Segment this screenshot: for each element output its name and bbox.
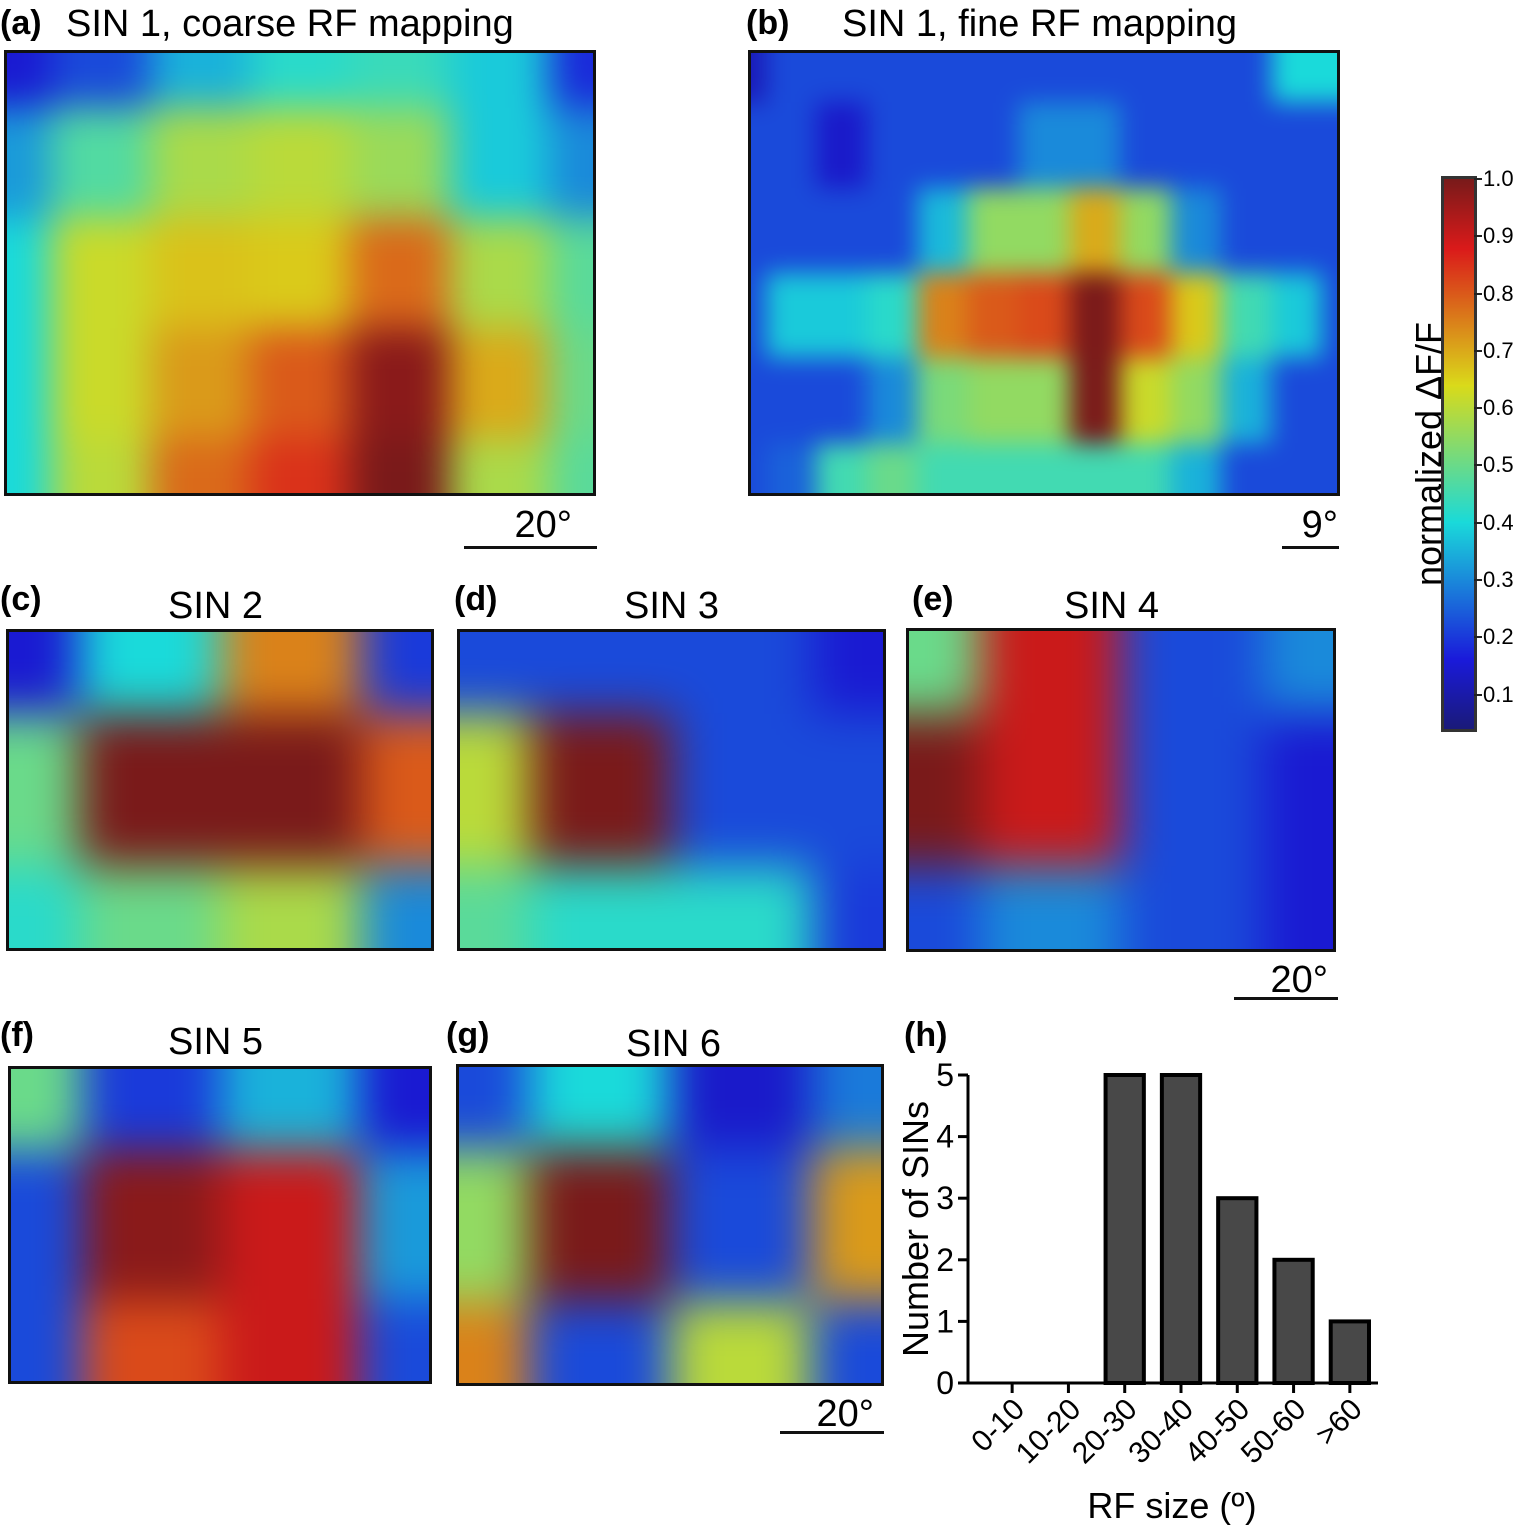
y-tick-label: 2 [936,1242,954,1278]
panel-letter-h: (h) [904,1016,948,1054]
scale-bar-b [1282,546,1339,549]
scale-label-a: 20° [514,504,572,546]
colorbar-tick-mark [1474,292,1482,295]
colorbar-tick-mark [1474,521,1482,524]
colorbar-tick-label: 0.7 [1483,337,1514,363]
panel-title-e: SIN 4 [1064,585,1160,627]
scale-bar-g [780,1431,884,1434]
scale-bar-e [1234,997,1338,1000]
panel-letter-e: (e) [912,580,954,618]
colorbar-tick-label: 0.9 [1483,223,1514,249]
colorbar-label: normalized ΔF/F [1408,321,1449,587]
x-tick-label: 50-60 [1235,1393,1313,1471]
colorbar-tick-mark [1474,693,1482,696]
heatmap-sin2 [6,629,434,951]
x-tick-label: >60 [1309,1393,1368,1452]
panel-title-b: SIN 1, fine RF mapping [842,3,1237,45]
colorbar-tick-mark [1474,407,1482,410]
heatmap-sin1-coarse [4,50,596,496]
scale-label-g: 20° [816,1393,874,1435]
heatmap-sin6 [456,1064,884,1386]
heatmap-sin5 [8,1066,432,1384]
scale-label-e: 20° [1270,959,1328,1001]
bar-30-40 [1159,1073,1203,1385]
colorbar-tick-mark [1474,178,1482,180]
x-axis-label: RF size (º) [1087,1485,1256,1525]
y-tick-label: 4 [936,1119,954,1155]
panel-title-f: SIN 5 [168,1021,264,1063]
colorbar-tick-label: 0.4 [1483,509,1514,535]
colorbar-tick-label: 0.2 [1483,624,1514,650]
panel-title-g: SIN 6 [626,1023,722,1065]
colorbar-tick-mark [1474,464,1482,467]
scale-bar-a [464,546,597,549]
colorbar [1441,176,1477,732]
x-tick-label: 30-40 [1122,1393,1200,1471]
colorbar-tick-mark [1474,579,1482,582]
x-tick-label: 10-20 [1010,1393,1088,1471]
y-tick-label: 1 [936,1303,954,1339]
panel-letter-f: (f) [0,1016,34,1054]
bar->60 [1328,1319,1371,1386]
panel-letter-g: (g) [446,1016,490,1054]
bar-50-60 [1272,1257,1315,1386]
panel-letter-b: (b) [746,4,790,42]
panel-title-a: SIN 1, coarse RF mapping [66,3,514,45]
heatmap-sin4 [906,628,1336,952]
panel-title-c: SIN 2 [168,585,264,627]
colorbar-tick-label: 0.1 [1483,681,1514,707]
colorbar-tick-mark [1474,235,1482,238]
bar-40-50 [1216,1196,1259,1385]
y-tick-label: 3 [936,1180,954,1216]
y-tick-label: 5 [936,1057,954,1093]
colorbar-tick-label: 1.0 [1483,166,1514,191]
heatmap-sin1-fine [748,50,1340,496]
scale-label-b: 9° [1301,504,1338,546]
panel-letter-c: (c) [0,580,42,618]
y-tick-label: 0 [936,1365,954,1401]
bar-20-30 [1103,1073,1146,1385]
x-tick-label: 20-30 [1066,1393,1144,1471]
panel-letter-d: (d) [454,580,498,618]
colorbar-tick-label: 0.6 [1483,395,1514,421]
colorbar-tick-label: 0.3 [1483,567,1514,593]
colorbar-tick-mark [1474,349,1482,352]
y-axis-label: Number of SINs [895,1101,936,1357]
colorbar-tick-mark [1474,636,1482,639]
x-tick-label: 40-50 [1179,1393,1257,1471]
colorbar-tick-label: 0.8 [1483,280,1514,306]
heatmap-sin3 [457,629,886,951]
panel-title-d: SIN 3 [624,585,720,627]
panel-letter-a: (a) [0,4,42,42]
colorbar-tick-label: 0.5 [1483,452,1514,478]
